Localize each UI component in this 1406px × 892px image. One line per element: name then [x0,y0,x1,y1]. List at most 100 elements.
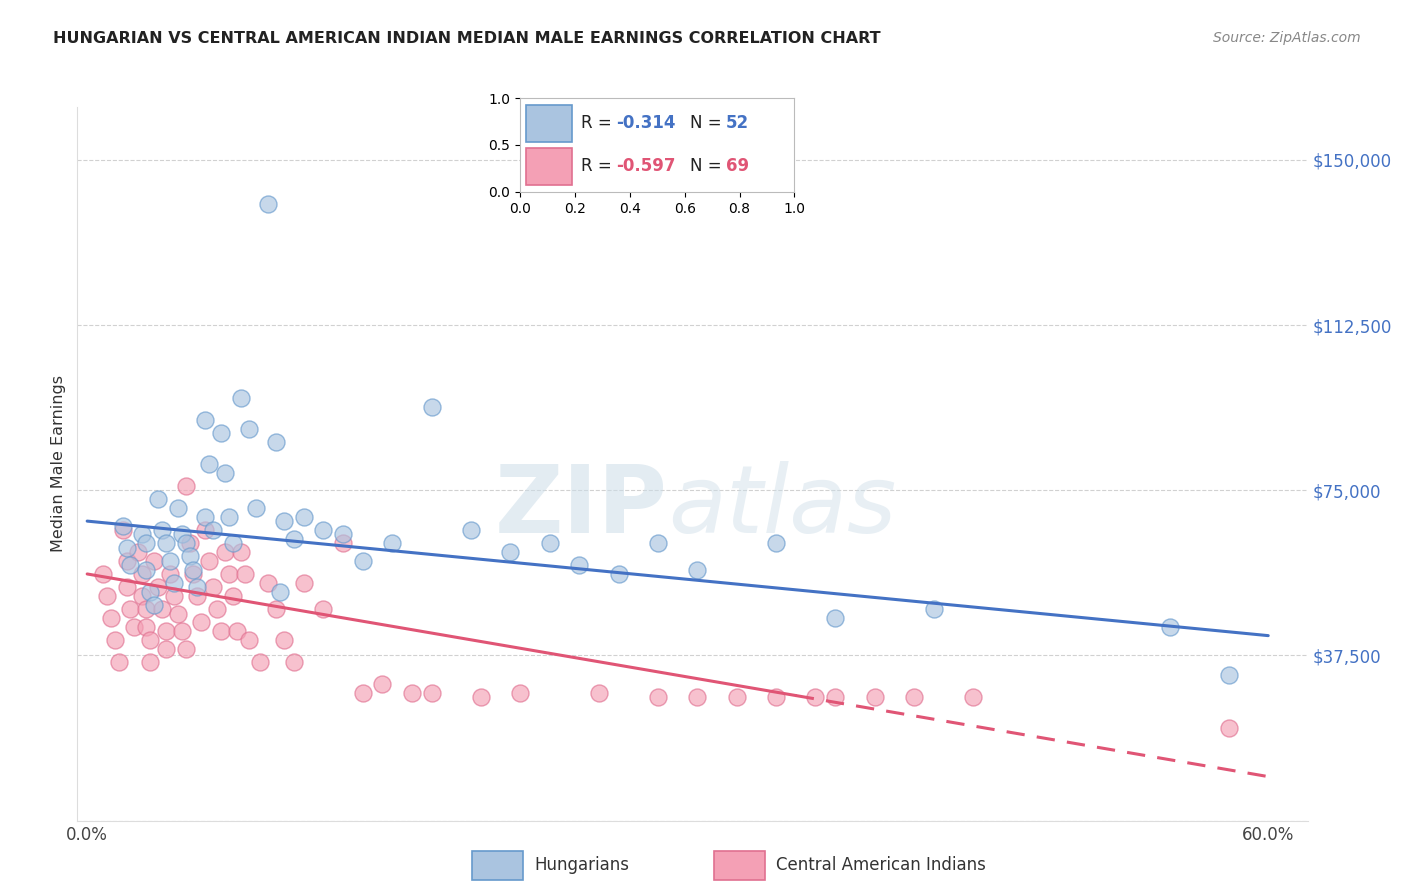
Point [159,566,181,581]
Point [163,575,186,590]
Point [115,580,138,594]
FancyBboxPatch shape [526,148,572,186]
Point [186,580,208,594]
Text: Source: ZipAtlas.com: Source: ZipAtlas.com [1213,31,1361,45]
Text: ZIP: ZIP [495,460,668,553]
Text: -0.597: -0.597 [616,158,676,176]
Point [460,523,482,537]
Point [186,589,208,603]
Point [312,523,335,537]
Point [264,602,287,616]
Point [183,566,205,581]
Point [146,492,169,507]
Point [332,527,354,541]
Point [765,536,787,550]
Point [225,624,247,639]
Point [229,391,252,405]
Point [170,527,193,541]
Point [1159,620,1181,634]
Point [725,690,748,705]
Point [120,602,142,616]
Point [568,558,591,573]
Point [264,434,287,449]
Point [824,690,846,705]
Point [686,690,709,705]
Point [238,633,260,648]
Point [1218,721,1240,735]
Point [292,575,315,590]
Point [804,690,827,705]
Point [283,655,305,669]
Point [107,655,129,669]
Point [155,536,177,550]
Text: R =: R = [581,114,617,132]
Point [170,624,193,639]
Point [131,566,153,581]
Point [249,655,271,669]
FancyBboxPatch shape [714,851,765,880]
Point [131,589,153,603]
Text: Hungarians: Hungarians [534,856,630,874]
Point [222,589,245,603]
FancyBboxPatch shape [472,851,523,880]
Point [233,566,256,581]
Point [1218,668,1240,682]
Point [100,611,122,625]
Point [499,545,522,559]
Point [332,536,354,550]
Point [273,633,295,648]
Point [104,633,127,648]
Point [139,633,162,648]
Point [91,566,114,581]
Point [150,523,173,537]
Point [922,602,945,616]
Point [765,690,787,705]
Text: R =: R = [581,158,617,176]
Point [150,602,173,616]
Text: N =: N = [690,158,727,176]
Point [96,589,118,603]
Point [155,624,177,639]
Text: Central American Indians: Central American Indians [776,856,986,874]
Point [143,554,166,568]
Point [198,554,221,568]
Point [214,466,236,480]
Point [962,690,984,705]
Point [166,500,188,515]
Point [292,509,315,524]
Text: 52: 52 [725,114,749,132]
Point [209,624,232,639]
Point [647,690,669,705]
Point [420,686,443,700]
Text: N =: N = [690,114,727,132]
Point [202,523,225,537]
Point [120,558,142,573]
Point [647,536,669,550]
Y-axis label: Median Male Earnings: Median Male Earnings [51,376,66,552]
Point [174,641,197,656]
Point [139,584,162,599]
Point [111,523,134,537]
Point [903,690,925,705]
Point [229,545,252,559]
Point [202,580,225,594]
Point [131,527,153,541]
Point [209,425,232,440]
Point [135,536,157,550]
Point [135,563,157,577]
Point [205,602,228,616]
FancyBboxPatch shape [526,104,572,142]
Text: 69: 69 [725,158,749,176]
Point [174,479,197,493]
Point [111,518,134,533]
Point [283,532,305,546]
Point [194,509,217,524]
Point [238,421,260,435]
Point [218,566,240,581]
Point [115,554,138,568]
Point [179,549,201,564]
Point [273,514,295,528]
Point [686,563,709,577]
Point [194,523,217,537]
Point [115,541,138,555]
